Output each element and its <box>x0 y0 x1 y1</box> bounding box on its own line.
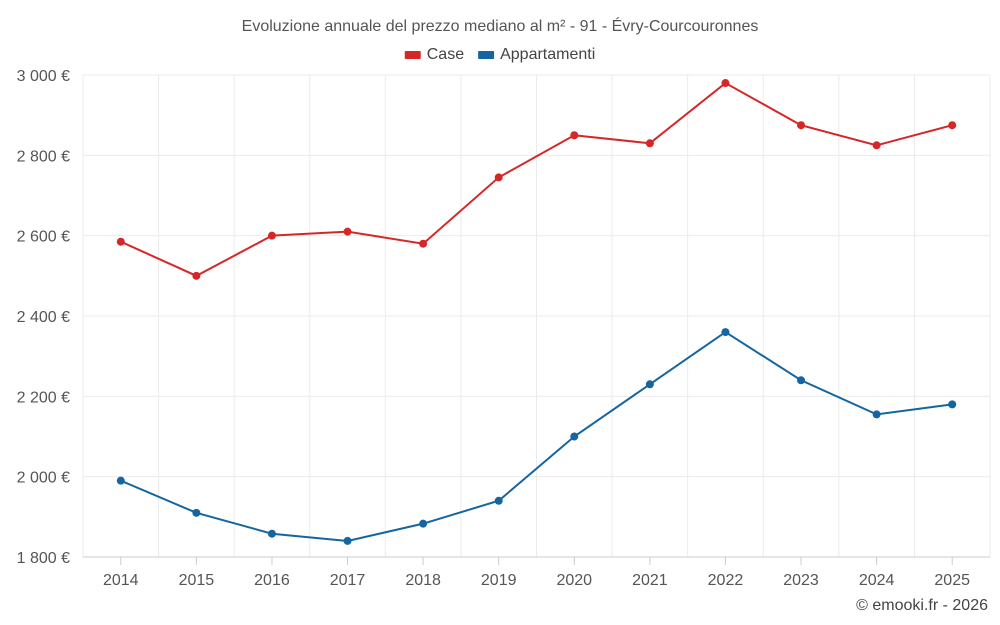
legend: Case Appartamenti <box>404 46 595 63</box>
x-tick-label: 2025 <box>934 572 970 589</box>
y-tick-label: 3 000 € <box>17 68 70 85</box>
data-point[interactable] <box>645 139 654 148</box>
x-tick-label: 2014 <box>103 572 139 589</box>
data-point[interactable] <box>570 432 579 441</box>
data-point[interactable] <box>948 400 957 409</box>
x-tick-label: 2019 <box>481 572 517 589</box>
x-tick-label: 2022 <box>708 572 744 589</box>
data-point[interactable] <box>116 237 125 246</box>
legend-item-case[interactable]: Case <box>404 46 464 63</box>
data-point[interactable] <box>797 121 806 130</box>
series-line-case <box>120 81 953 277</box>
y-tick-label: 2 800 € <box>17 148 70 165</box>
legend-swatch <box>404 51 421 59</box>
data-point[interactable] <box>645 380 654 389</box>
data-point[interactable] <box>192 271 201 280</box>
series-group <box>116 79 957 545</box>
x-tick-label: 2020 <box>556 572 592 589</box>
grid <box>82 74 991 557</box>
y-tick-label: 2 400 € <box>17 309 70 326</box>
data-point[interactable] <box>797 376 806 385</box>
data-point[interactable] <box>948 121 957 130</box>
data-point[interactable] <box>267 529 276 538</box>
copyright-text: © emooki.fr - 2026 <box>856 597 988 614</box>
series-case <box>116 79 957 280</box>
chart-title: Evoluzione annuale del prezzo mediano al… <box>242 16 759 35</box>
data-point[interactable] <box>419 519 428 528</box>
y-tick-label: 2 000 € <box>17 470 70 487</box>
series-line-appartamenti <box>120 330 953 542</box>
legend-label: Appartamenti <box>500 46 595 63</box>
y-tick-label: 1 800 € <box>17 550 70 567</box>
legend-item-appartamenti[interactable]: Appartamenti <box>478 46 595 63</box>
data-point[interactable] <box>116 476 125 485</box>
data-point[interactable] <box>494 173 503 182</box>
x-tick-label: 2015 <box>179 572 215 589</box>
x-tick-label: 2023 <box>783 572 819 589</box>
data-point[interactable] <box>721 328 730 337</box>
data-point[interactable] <box>267 231 276 240</box>
data-point[interactable] <box>343 227 352 236</box>
x-tick-label: 2021 <box>632 572 668 589</box>
data-point[interactable] <box>192 508 201 517</box>
legend-label: Case <box>427 46 464 63</box>
y-axis: 1 800 € 2 000 € 2 200 € 2 400 € 2 600 € 2 800… <box>17 68 70 567</box>
data-point[interactable] <box>721 79 730 88</box>
data-point[interactable] <box>419 239 428 248</box>
data-point[interactable] <box>494 496 503 505</box>
x-tick-label: 2024 <box>859 572 895 589</box>
data-point[interactable] <box>872 410 881 419</box>
x-tick-label: 2017 <box>330 572 366 589</box>
data-point[interactable] <box>343 536 352 545</box>
y-tick-label: 2 600 € <box>17 229 70 246</box>
data-point[interactable] <box>872 141 881 150</box>
x-axis: 2014 2015 2016 2017 2018 2019 2020 2021 2022 2023… <box>83 556 990 589</box>
y-tick-label: 2 200 € <box>17 389 70 406</box>
series-appartamenti <box>116 328 957 545</box>
x-tick-label: 2018 <box>405 572 441 589</box>
data-point[interactable] <box>570 131 579 140</box>
x-tick-label: 2016 <box>254 572 290 589</box>
legend-swatch <box>478 51 495 59</box>
